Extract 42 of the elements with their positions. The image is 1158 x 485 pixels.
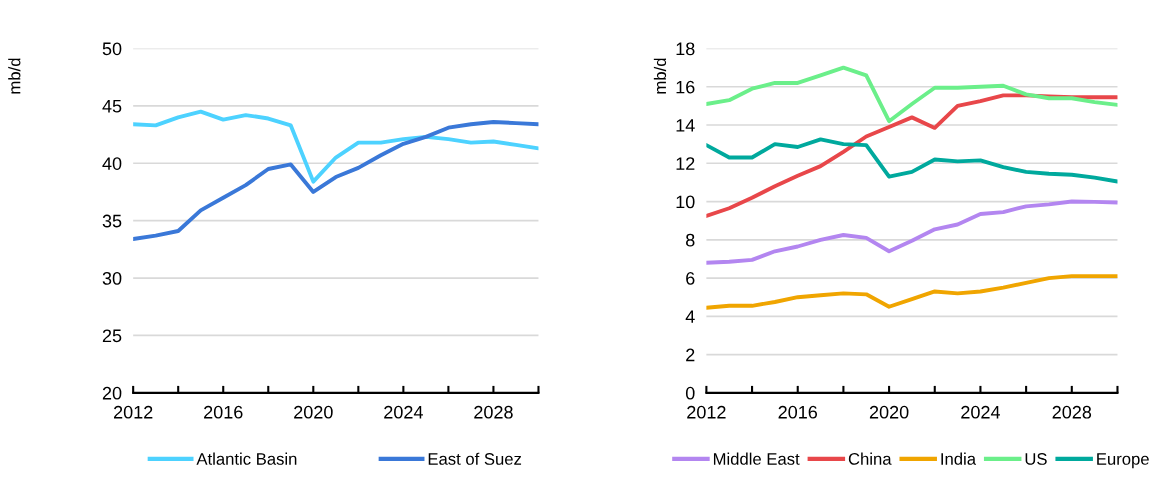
x-tick-label: 2020 bbox=[294, 405, 333, 419]
y-tick-label: 10 bbox=[676, 195, 695, 209]
y-axis-title: mb/d bbox=[653, 58, 667, 94]
line-series bbox=[706, 199, 1118, 265]
line-series bbox=[706, 137, 1118, 184]
x-tick-label: 2024 bbox=[961, 405, 1000, 419]
y-tick-label: 8 bbox=[686, 233, 695, 247]
y-tick-label: 45 bbox=[102, 100, 122, 113]
y-tick-label: 35 bbox=[102, 214, 122, 228]
y-tick-label: 50 bbox=[102, 42, 122, 56]
y-tick-label: 40 bbox=[102, 157, 122, 170]
y-tick-label: 12 bbox=[676, 157, 695, 170]
legend-label: Middle East bbox=[713, 452, 800, 465]
y-tick-label: 0 bbox=[685, 386, 695, 400]
legend-label: Europe bbox=[1097, 453, 1149, 469]
line-series bbox=[133, 120, 539, 241]
x-tick-label: 2028 bbox=[1052, 405, 1092, 419]
x-tick-label: 2024 bbox=[384, 405, 423, 419]
y-tick-label: 30 bbox=[102, 272, 122, 285]
y-tick-label: 16 bbox=[676, 80, 695, 94]
line-series bbox=[706, 65, 1118, 124]
y-tick-label: 25 bbox=[102, 329, 122, 343]
y-tick-label: 14 bbox=[676, 119, 695, 132]
y-tick-label: 18 bbox=[676, 42, 695, 56]
legend-label: East of Suez bbox=[428, 452, 522, 465]
legend-label: China bbox=[848, 452, 892, 465]
legend-label: US bbox=[1025, 453, 1047, 465]
x-tick-label: 2016 bbox=[778, 405, 818, 419]
x-tick-label: 2012 bbox=[687, 405, 726, 419]
x-tick-label: 2016 bbox=[204, 405, 243, 419]
y-tick-label: 2 bbox=[686, 348, 695, 362]
y-tick-label: 4 bbox=[685, 310, 695, 323]
legend-label: Atlantic Basin bbox=[196, 452, 297, 465]
x-tick-label: 2020 bbox=[869, 405, 909, 419]
x-tick-label: 2012 bbox=[114, 405, 153, 419]
y-axis-title: mb/d bbox=[8, 58, 21, 94]
x-tick-label: 2028 bbox=[474, 405, 513, 419]
y-tick-label: 6 bbox=[686, 272, 695, 285]
line-series bbox=[706, 274, 1118, 310]
y-tick-label: 20 bbox=[102, 386, 122, 400]
legend-label: India bbox=[941, 452, 977, 465]
line-series bbox=[133, 109, 539, 184]
